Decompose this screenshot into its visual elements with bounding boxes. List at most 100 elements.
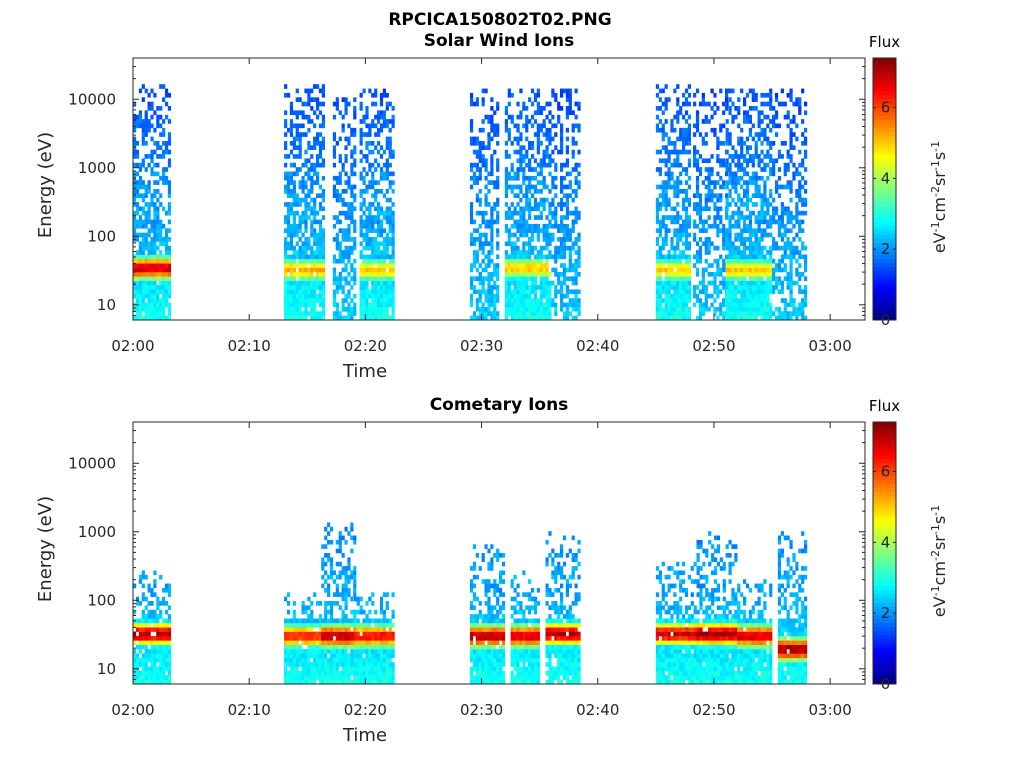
heatmap-cell bbox=[687, 263, 692, 268]
heatmap-cell bbox=[469, 167, 474, 172]
heatmap-cell bbox=[783, 263, 787, 268]
colorbar-tick-label: 0 bbox=[881, 311, 891, 329]
heatmap-cell bbox=[687, 293, 692, 299]
heatmap-cell bbox=[138, 285, 143, 290]
heatmap-cell bbox=[574, 167, 578, 172]
heatmap-cell bbox=[734, 315, 738, 321]
heatmap-cell bbox=[144, 605, 148, 611]
heatmap-cell bbox=[522, 315, 526, 321]
heatmap-cell bbox=[335, 675, 339, 680]
heatmap-cell bbox=[310, 666, 314, 672]
heatmap-cell bbox=[695, 271, 700, 277]
heatmap-cell bbox=[316, 601, 320, 606]
heatmap-cell bbox=[150, 649, 154, 654]
heatmap-cell bbox=[371, 271, 375, 277]
heatmap-cell bbox=[516, 245, 520, 251]
heatmap-cell bbox=[164, 250, 169, 255]
heatmap-cell bbox=[150, 197, 154, 203]
heatmap-cell bbox=[701, 228, 705, 233]
heatmap-cell bbox=[350, 267, 354, 273]
heatmap-cell bbox=[513, 271, 517, 277]
heatmap-cell bbox=[321, 302, 326, 308]
heatmap-cell bbox=[298, 622, 302, 628]
heatmap-cell bbox=[745, 162, 750, 168]
heatmap-cell bbox=[516, 167, 520, 172]
heatmap-cell bbox=[801, 158, 805, 164]
heatmap-cell bbox=[310, 622, 314, 628]
heatmap-cell bbox=[542, 123, 546, 129]
heatmap-cell bbox=[795, 311, 799, 316]
heatmap-cell bbox=[655, 293, 660, 299]
heatmap-cell bbox=[301, 657, 305, 663]
heatmap-cell bbox=[695, 285, 700, 290]
heatmap-cell bbox=[510, 114, 514, 120]
heatmap-cell bbox=[695, 88, 700, 94]
heatmap-cell bbox=[496, 140, 500, 146]
heatmap-cell bbox=[150, 285, 154, 290]
heatmap-cell bbox=[655, 250, 660, 255]
heatmap-cell bbox=[321, 289, 326, 295]
heatmap-cell bbox=[156, 140, 160, 146]
colorbar-segment bbox=[873, 266, 896, 272]
heatmap-cell bbox=[490, 276, 494, 281]
heatmap-cell bbox=[472, 171, 477, 177]
heatmap-cell bbox=[719, 88, 723, 94]
heatmap-cell bbox=[156, 215, 160, 220]
heatmap-cell bbox=[693, 206, 697, 212]
heatmap-cell bbox=[487, 140, 491, 146]
heatmap-cell bbox=[719, 302, 723, 308]
heatmap-cell bbox=[284, 644, 288, 650]
heatmap-cell bbox=[745, 263, 750, 268]
heatmap-cell bbox=[289, 666, 294, 672]
heatmap-cell bbox=[162, 119, 166, 124]
heatmap-cell bbox=[557, 280, 561, 286]
heatmap-cell bbox=[150, 158, 154, 164]
heatmap-cell bbox=[284, 215, 288, 220]
heatmap-cell bbox=[313, 622, 317, 628]
heatmap-cell bbox=[391, 228, 395, 233]
heatmap-cell bbox=[481, 219, 485, 225]
heatmap-cell bbox=[153, 315, 157, 321]
heatmap-cell bbox=[513, 210, 517, 216]
heatmap-cell bbox=[513, 254, 517, 260]
heatmap-cell bbox=[701, 140, 705, 146]
heatmap-cell bbox=[496, 289, 500, 295]
heatmap-cell bbox=[754, 132, 758, 137]
heatmap-cell bbox=[571, 189, 575, 194]
heatmap-cell bbox=[144, 189, 148, 194]
heatmap-cell bbox=[313, 136, 317, 142]
heatmap-cell bbox=[687, 306, 692, 312]
heatmap-cell bbox=[167, 136, 172, 142]
heatmap-cell bbox=[469, 315, 474, 321]
heatmap-cell bbox=[164, 140, 169, 146]
heatmap-cell bbox=[286, 649, 291, 654]
heatmap-cell bbox=[557, 202, 561, 207]
heatmap-cell bbox=[147, 635, 151, 641]
heatmap-cell bbox=[135, 189, 140, 194]
heatmap-cell bbox=[530, 114, 535, 120]
heatmap-cell bbox=[289, 670, 294, 676]
heatmap-cell bbox=[780, 258, 784, 264]
heatmap-cell bbox=[304, 653, 308, 659]
heatmap-cell bbox=[684, 258, 689, 264]
heatmap-cell bbox=[156, 657, 160, 663]
heatmap-cell bbox=[574, 306, 578, 312]
heatmap-cell bbox=[344, 97, 348, 102]
heatmap-cell bbox=[313, 306, 317, 312]
heatmap-cell bbox=[295, 136, 299, 142]
heatmap-cell bbox=[693, 237, 697, 242]
heatmap-cell bbox=[687, 315, 692, 321]
heatmap-cell bbox=[335, 237, 339, 242]
heatmap-cell bbox=[138, 298, 143, 303]
heatmap-cell bbox=[304, 662, 308, 667]
heatmap-cell bbox=[513, 149, 517, 155]
heatmap-cell bbox=[344, 106, 348, 111]
heatmap-cell bbox=[560, 106, 564, 111]
heatmap-cell bbox=[162, 601, 166, 606]
heatmap-cell bbox=[324, 587, 328, 593]
heatmap-cell bbox=[167, 245, 172, 251]
heatmap-cell bbox=[658, 289, 662, 295]
heatmap-cell bbox=[751, 228, 755, 233]
heatmap-cell bbox=[496, 315, 500, 321]
heatmap-cell bbox=[164, 635, 169, 641]
